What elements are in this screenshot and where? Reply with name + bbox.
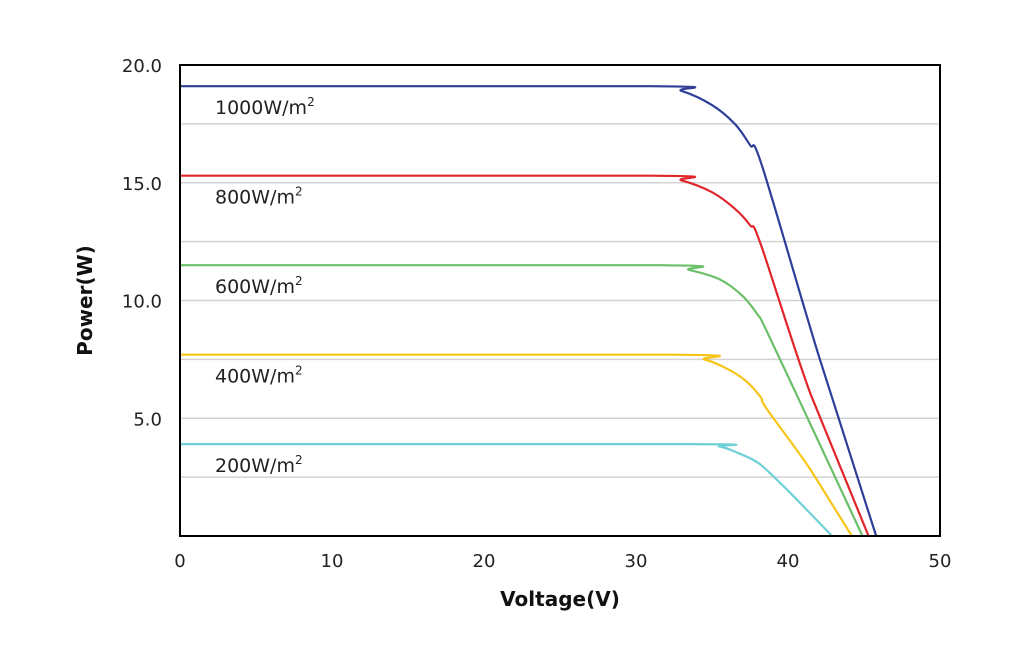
- series-label-1: 800W/m2: [215, 185, 303, 209]
- series-label-superscript: 2: [295, 274, 303, 288]
- series-label-superscript: 2: [295, 364, 303, 378]
- series-line-3: [180, 353, 853, 537]
- series-label-superscript: 2: [295, 185, 303, 199]
- x-tick-label: 20: [473, 551, 496, 572]
- y-axis-title: Power(W): [73, 245, 97, 356]
- series-lines: [180, 85, 878, 537]
- series-label-0: 1000W/m2: [215, 95, 315, 119]
- series-labels: 1000W/m2 800W/m2 600W/m2 400W/m2 200W/m2: [215, 95, 315, 477]
- series-line-2: [180, 264, 864, 537]
- grid-lines: [180, 123, 940, 478]
- series-label-3: 400W/m2: [215, 364, 303, 388]
- series-line-0: [180, 85, 878, 537]
- x-axis-ticks: 0 10 20 30 40 50: [174, 551, 951, 572]
- y-axis-ticks: 5.0 10.0 15.0 20.0: [122, 56, 162, 430]
- series-label-4: 200W/m2: [215, 453, 303, 477]
- y-tick-label: 20.0: [122, 56, 162, 77]
- series-label-2: 600W/m2: [215, 274, 303, 298]
- series-line-1: [180, 174, 870, 537]
- y-tick-label: 10.0: [122, 292, 162, 313]
- y-tick-label: 15.0: [122, 174, 162, 195]
- y-tick-label: 5.0: [133, 409, 162, 430]
- x-tick-label: 10: [321, 551, 344, 572]
- x-tick-label: 0: [174, 551, 185, 572]
- series-label-superscript: 2: [295, 453, 303, 467]
- plot-frame: [179, 64, 941, 537]
- x-tick-label: 40: [777, 551, 800, 572]
- x-tick-label: 30: [625, 551, 648, 572]
- x-axis-title: Voltage(V): [500, 587, 620, 611]
- series-line-4: [180, 443, 833, 537]
- series-label-superscript: 2: [307, 95, 315, 109]
- x-tick-label: 50: [929, 551, 952, 572]
